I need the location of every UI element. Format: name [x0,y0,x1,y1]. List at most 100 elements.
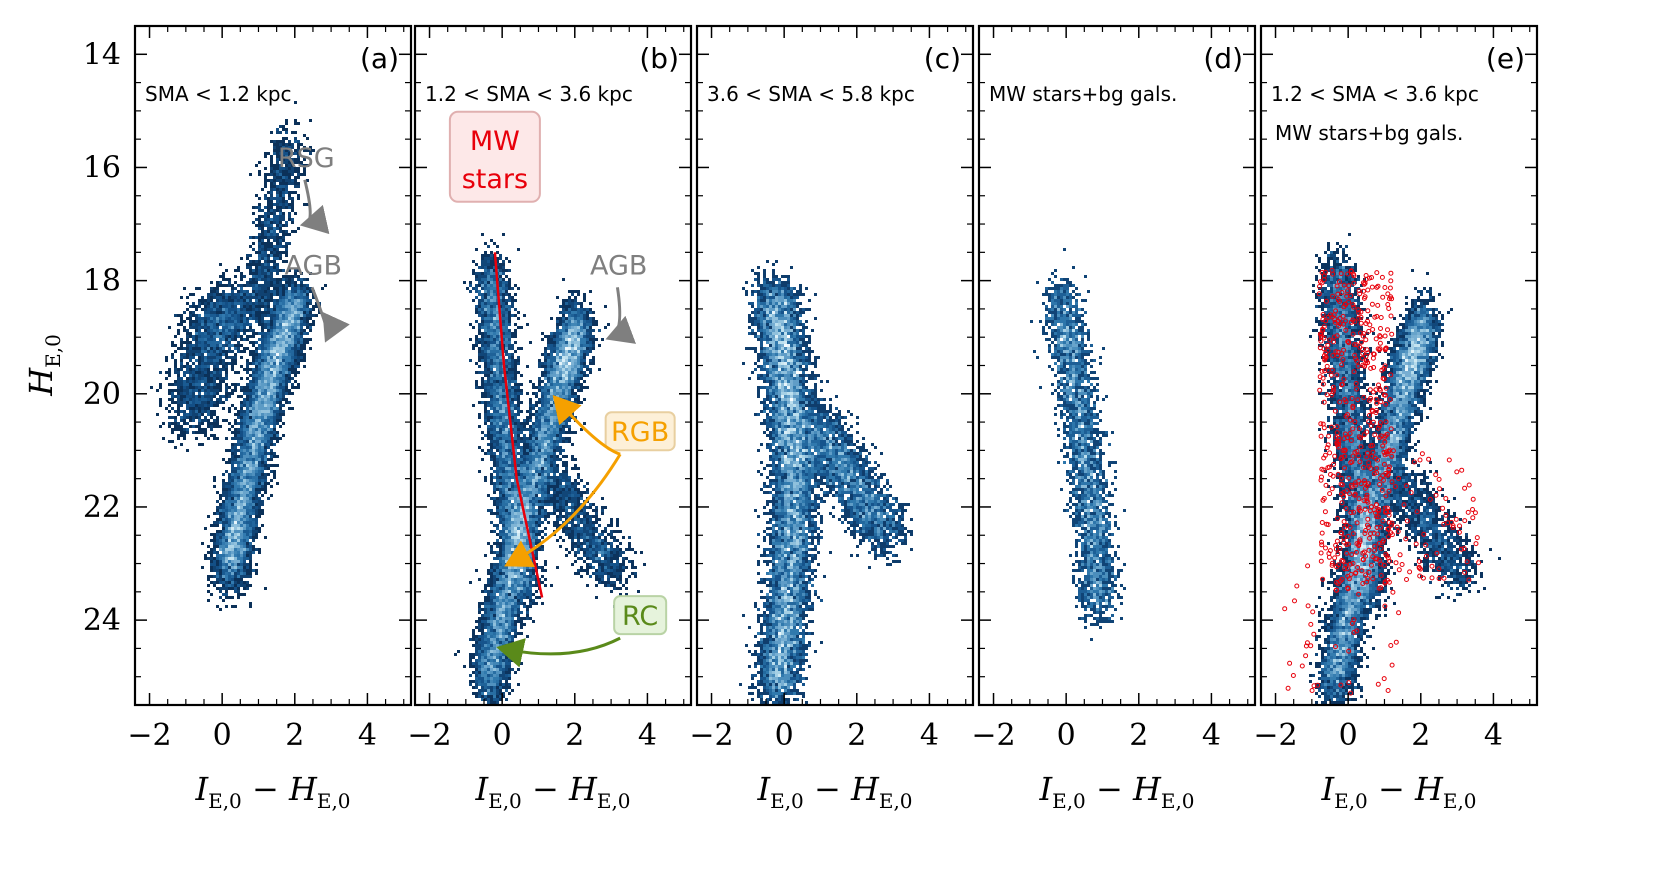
density-cell [273,353,276,356]
density-cell [168,440,171,443]
density-cell [258,515,261,518]
density-cell [523,566,526,569]
density-cell [538,467,541,470]
density-cell [195,413,198,416]
density-cell [523,494,526,497]
density-cell [195,368,198,371]
density-cell [210,302,213,305]
density-cell [300,293,303,296]
density-cell [279,380,282,383]
density-cell [291,131,294,134]
density-cell [514,485,517,488]
density-cell [249,398,252,401]
density-cell [261,365,264,368]
density-cell [267,398,270,401]
density-cell [514,554,517,557]
density-cell [547,407,550,410]
density-cell [285,344,288,347]
density-cell [255,548,258,551]
density-cell [556,344,559,347]
density-cell [273,356,276,359]
density-cell [303,302,306,305]
density-cell [213,419,216,422]
density-cell [478,608,481,611]
density-cell [559,458,562,461]
density-cell [231,431,234,434]
density-cell [219,566,222,569]
density-cell [529,524,532,527]
density-cell [276,293,279,296]
density-cell [249,533,252,536]
density-cell [276,350,279,353]
density-cell [216,290,219,293]
density-cell [496,581,499,584]
density-cell [523,434,526,437]
density-cell [541,380,544,383]
density-cell [532,488,535,491]
density-cell [246,395,249,398]
density-cell [267,152,270,155]
density-cell [237,440,240,443]
density-cell [195,380,198,383]
density-cell [210,338,213,341]
density-cell [285,161,288,164]
density-cell [249,281,252,284]
density-cell [207,347,210,350]
density-cell [264,353,267,356]
density-cell [207,383,210,386]
density-cell [589,368,592,371]
density-cell [544,440,547,443]
density-cell [487,647,490,650]
density-cell [502,515,505,518]
density-cell [282,269,285,272]
density-cell [231,551,234,554]
density-cell [243,488,246,491]
density-cell [234,470,237,473]
density-cell [258,377,261,380]
density-cell [571,323,574,326]
density-cell [243,446,246,449]
density-cell [499,656,502,659]
density-cell [565,302,568,305]
density-cell [240,491,243,494]
density-cell [261,500,264,503]
density-cell [282,236,285,239]
density-cell [583,347,586,350]
density-cell [165,371,168,374]
density-cell [237,479,240,482]
density-cell [583,332,586,335]
density-cell [228,362,231,365]
density-cell [228,395,231,398]
density-cell [198,374,201,377]
density-cell [261,452,264,455]
density-cell [249,443,252,446]
density-cell [568,350,571,353]
density-cell [559,449,562,452]
density-cell [255,353,258,356]
density-cell [222,530,225,533]
density-cell [198,305,201,308]
density-cell [493,626,496,629]
density-cell [219,293,222,296]
density-cell [297,308,300,311]
density-cell [508,641,511,644]
density-cell [246,296,249,299]
density-cell [547,338,550,341]
density-cell [246,311,249,314]
density-cell [270,314,273,317]
density-cell [505,656,508,659]
density-cell [225,470,228,473]
density-cell [487,611,490,614]
density-cell [532,473,535,476]
density-cell [315,305,318,308]
density-cell [225,284,228,287]
density-cell [246,524,249,527]
density-cell [273,170,276,173]
density-cell [529,494,532,497]
density-cell [213,365,216,368]
density-cell [240,467,243,470]
density-cell [270,131,273,134]
density-cell [276,245,279,248]
density-cell [180,383,183,386]
density-cell [270,161,273,164]
